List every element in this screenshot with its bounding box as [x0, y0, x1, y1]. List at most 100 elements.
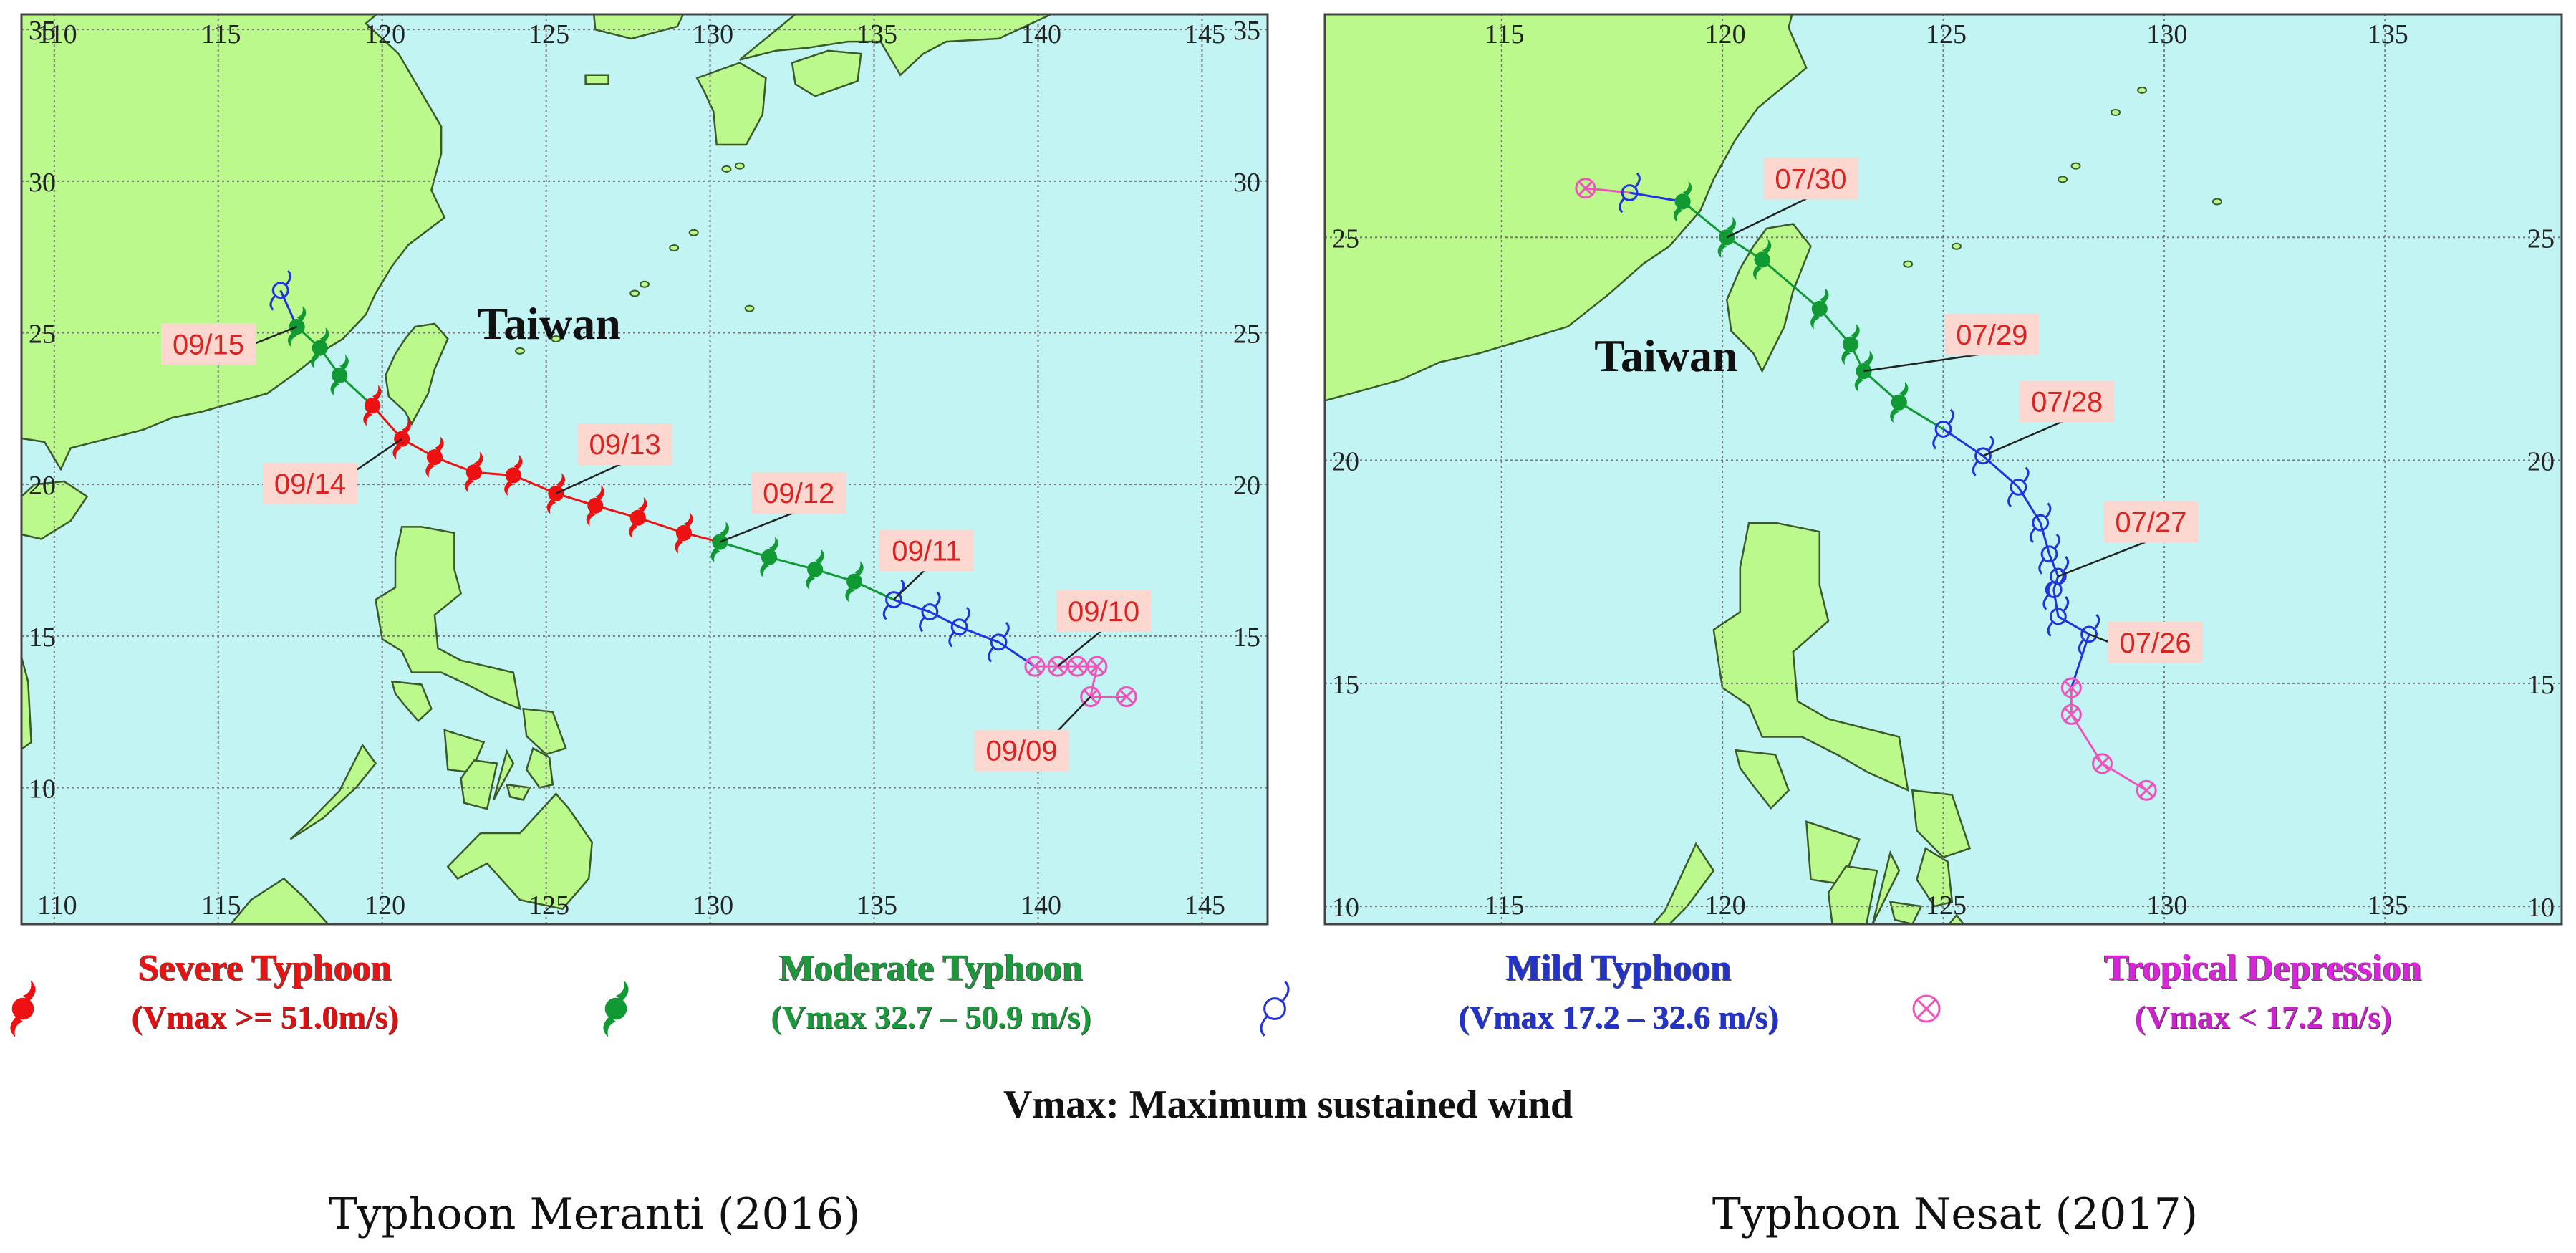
- lat-tick-label-right: 15: [2527, 670, 2555, 700]
- tropical-depression-icon: [1912, 994, 1941, 1023]
- date-label-box: [161, 323, 256, 365]
- land-negros: [460, 759, 498, 810]
- land-borneo: [229, 877, 329, 924]
- lon-tick-label-top: 135: [857, 19, 897, 49]
- track-point-severe: [363, 385, 382, 426]
- track-segment: [2058, 615, 2090, 635]
- legend-severe-subtitle: (Vmax >= 51.0m/s): [131, 999, 399, 1035]
- caption-meranti: Typhoon Meranti (2016): [328, 1189, 861, 1239]
- mild-typhoon-icon: [1260, 981, 1290, 1037]
- lon-tick-label-top: 130: [2146, 19, 2187, 49]
- track-segment: [893, 598, 930, 613]
- track-point-moderate: [1810, 288, 1829, 330]
- legend-mild-title: Mild Typhoon: [1505, 948, 1732, 989]
- lat-tick-label-right: 20: [1233, 471, 1260, 501]
- track-point-mild: [269, 269, 291, 311]
- track-segment: [1682, 201, 1728, 239]
- lat-tick-label-left: 15: [1332, 670, 1359, 700]
- map-frame: [1323, 13, 2563, 926]
- land-hainan: [21, 480, 89, 540]
- land-palawan: [289, 743, 377, 840]
- track-point-severe: [586, 485, 605, 527]
- track-point-depression: [2060, 677, 2082, 698]
- caption-nesat: Typhoon Nesat (2017): [1712, 1189, 2199, 1239]
- track-point-depression: [2136, 779, 2157, 801]
- track-segment: [768, 556, 816, 571]
- lon-tick-label-bottom: 125: [529, 890, 569, 921]
- severe-typhoon-icon: [10, 980, 36, 1037]
- islet: [734, 162, 745, 170]
- track-point-depression: [2060, 704, 2082, 725]
- land-mindoro: [1734, 749, 1790, 810]
- mild-typhoon-icon: [1260, 981, 1290, 1037]
- islet: [2058, 176, 2068, 183]
- lon-tick-label-top: 135: [2368, 19, 2408, 49]
- track-point-depression: [2092, 753, 2113, 774]
- lat-tick-label-right: 10: [2527, 893, 2555, 923]
- track-point-mild: [2038, 533, 2060, 575]
- date-labels: 09/09 09/10 09/11 09/12 09/13 09/14 09/15: [161, 323, 1152, 772]
- legend-depression: Tropical Depression (Vmax < 17.2 m/s): [2034, 947, 2492, 1036]
- lon-tick-label-bottom: 125: [1926, 890, 1967, 921]
- lat-tick-label-left: 20: [1332, 447, 1359, 477]
- vmax-note: Vmax: Maximum sustained wind: [1003, 1082, 1573, 1127]
- land-honshu: [739, 14, 1053, 77]
- taiwan-label: Taiwan: [477, 298, 620, 349]
- lon-tick-label-top: 120: [1705, 19, 1746, 49]
- track-segment: [1629, 191, 1683, 203]
- date-label-box: [2103, 501, 2199, 543]
- islet: [1952, 242, 1962, 250]
- nesat-track-map: 115 120 125 130 135 115 120 125 130 135 10 15 20 25 10…: [1323, 13, 2563, 926]
- date-label: 07/30: [1775, 163, 1846, 195]
- track-segment: [1089, 666, 1099, 697]
- lon-tick-label-top: 125: [1926, 19, 1967, 49]
- lon-tick-label-bottom: 110: [37, 890, 77, 921]
- legend-depression-title: Tropical Depression: [2104, 948, 2422, 989]
- land-samar: [1911, 789, 1972, 859]
- date-label-leader: [1863, 351, 1992, 373]
- date-label-box: [879, 529, 974, 572]
- islet: [2111, 108, 2121, 116]
- date-label: 09/11: [892, 535, 961, 567]
- land-negros: [1827, 865, 1878, 924]
- track-point-depression: [1116, 686, 1137, 707]
- lat-tick-label-right: 20: [2527, 447, 2555, 477]
- lat-tick-label-left: 15: [29, 623, 56, 653]
- lon-tick-label-top: 110: [37, 19, 77, 49]
- land-mainland: [1325, 14, 1808, 402]
- lat-tick-label-left: 10: [1332, 893, 1359, 923]
- taiwan-label: Taiwan: [1594, 330, 1737, 381]
- track-segment: [719, 541, 770, 559]
- lat-lon-grid: [21, 14, 1268, 924]
- date-label-box: [2020, 380, 2115, 423]
- legend-moderate-subtitle: (Vmax 32.7 – 50.9 m/s): [771, 999, 1091, 1035]
- islet: [515, 347, 525, 355]
- land-luzon: [375, 526, 521, 711]
- lon-tick-label-top: 125: [529, 19, 569, 49]
- islet: [2070, 162, 2081, 170]
- track-point-moderate: [1890, 382, 1909, 423]
- date-label-leader: [1726, 196, 1812, 239]
- islet: [744, 304, 755, 312]
- date-label-box: [1056, 590, 1152, 632]
- lon-tick-label-bottom: 130: [693, 890, 733, 921]
- date-label: 09/15: [173, 329, 244, 360]
- date-label: 07/26: [2120, 628, 2191, 659]
- land-palawan: [1651, 842, 1715, 924]
- moderate-typhoon-icon: [603, 980, 629, 1037]
- legend-depression-subtitle: (Vmax < 17.2 m/s): [2134, 999, 2392, 1035]
- lat-tick-label-left: 35: [29, 16, 56, 46]
- date-label: 09/10: [1068, 596, 1139, 628]
- lat-tick-label-left: 25: [1332, 224, 1359, 254]
- legend-severe-title: Severe Typhoon: [138, 948, 392, 989]
- islet: [669, 244, 680, 251]
- date-label-leader: [719, 509, 799, 543]
- date-label-leader: [1057, 628, 1104, 668]
- typhoon-track: [1575, 172, 2157, 801]
- severe-typhoon-icon: [10, 980, 36, 1037]
- date-label-box: [1944, 314, 2040, 356]
- land-mindanao: [446, 792, 593, 911]
- date-label: 07/27: [2115, 507, 2186, 539]
- islet: [640, 280, 650, 288]
- lon-tick-label-top: 145: [1185, 19, 1225, 49]
